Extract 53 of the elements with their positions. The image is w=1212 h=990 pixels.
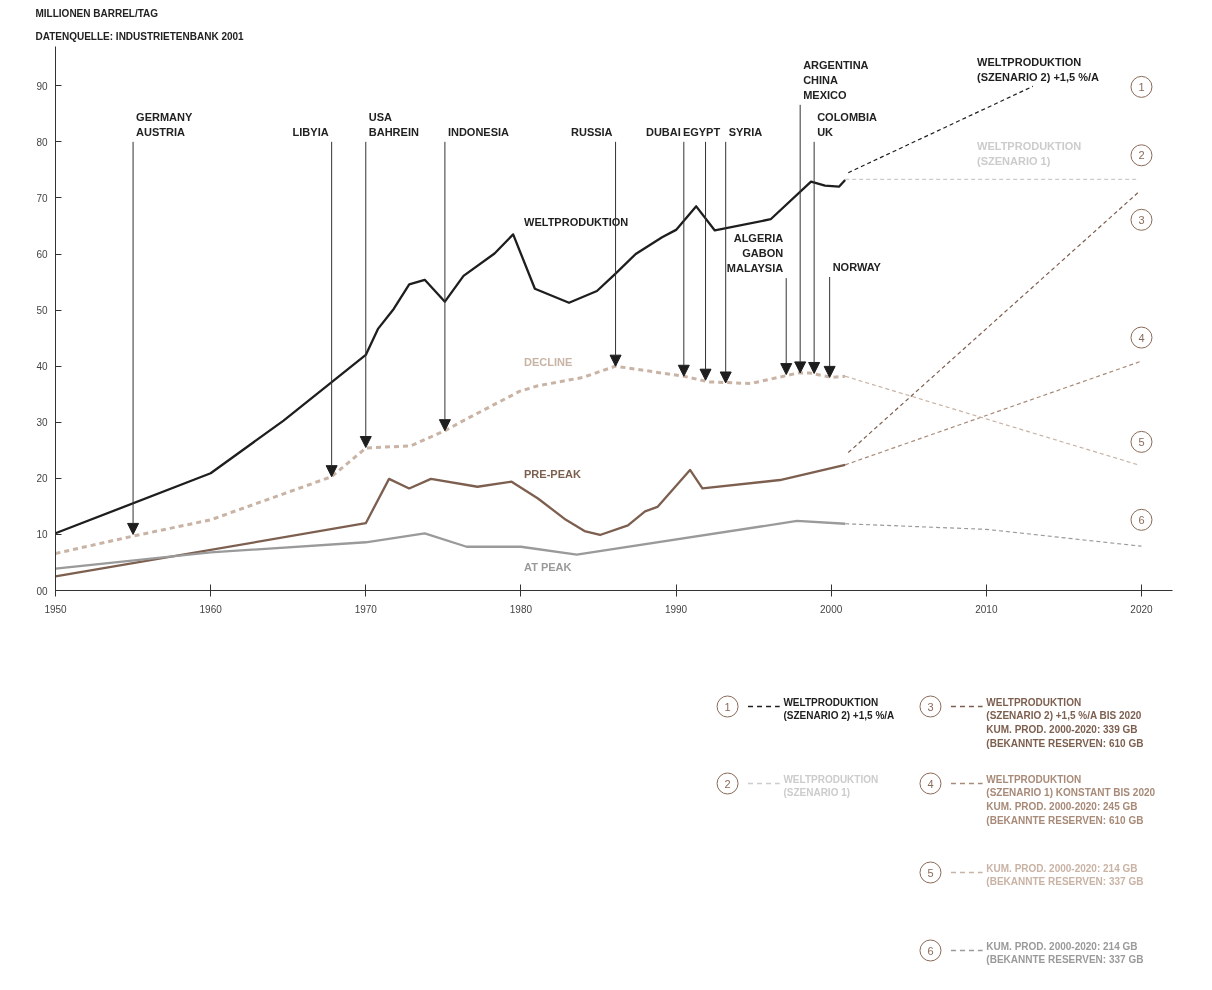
legend-label: WELTPRODUKTION (SZENARIO 1) KONSTANT BIS 2020 KUM. PROD. 2000-2020: 245 GB (BEKANNTE RESERVEN: 610 GB bbox=[986, 773, 1156, 826]
x-tick-label: 1990 bbox=[664, 603, 688, 615]
annotation: NORWAY bbox=[832, 261, 882, 273]
text: 5 bbox=[927, 866, 934, 879]
y-tick-label: 30 bbox=[36, 417, 48, 429]
x-tick-label: 2020 bbox=[1130, 603, 1154, 615]
annotation: DUBAI bbox=[645, 125, 681, 138]
text: 6 bbox=[927, 944, 934, 957]
legend-label: WELTPRODUKTION (SZENARIO 2) +1,5 %/A BIS 2020 KUM. PROD. 2000-2020: 339 GB (BEKANNTE RESERVEN: 610 GB bbox=[986, 696, 1144, 749]
y-tick-label: 20 bbox=[36, 473, 48, 485]
x-tick-label: 2010 bbox=[975, 603, 998, 615]
annotation: 1 bbox=[1138, 80, 1145, 93]
text: 4 bbox=[927, 777, 934, 790]
x-tick-label: 1970 bbox=[354, 603, 378, 615]
legend-label: WELTPRODUKTION (SZENARIO 2) +1,5 %/A bbox=[783, 696, 895, 722]
text: DATENQUELLE: INDUSTRIETENBANK 2001 bbox=[35, 30, 245, 42]
y-tick-label: 60 bbox=[36, 249, 48, 261]
text: 1 bbox=[724, 700, 731, 713]
annotation: RUSSIA bbox=[570, 125, 613, 138]
annotation: LIBYIA bbox=[292, 125, 329, 138]
annotation: SYRIA bbox=[728, 125, 763, 138]
annotation: USA BAHREIN bbox=[368, 110, 419, 138]
y-tick-label: 80 bbox=[36, 136, 48, 148]
series-label: AT PEAK bbox=[524, 560, 572, 573]
x-tick-label: 1960 bbox=[199, 603, 223, 615]
annotation: 2 bbox=[1138, 149, 1145, 162]
y-tick-label: 50 bbox=[36, 305, 48, 317]
y-tick-label: 00 bbox=[36, 585, 48, 597]
annotation: COLOMBIA UK bbox=[817, 110, 878, 138]
annotation: 3 bbox=[1138, 213, 1145, 226]
annotation: 6 bbox=[1138, 513, 1145, 526]
legend-label: KUM. PROD. 2000-2020: 214 GB (BEKANNTE RESERVEN: 337 GB bbox=[986, 862, 1144, 888]
series-label: DECLINE bbox=[524, 356, 573, 369]
x-tick-label: 1980 bbox=[509, 603, 533, 615]
annotation: 5 bbox=[1138, 435, 1145, 448]
y-axis-title: MILLIONEN BARREL/TAG bbox=[35, 7, 159, 19]
text: 2 bbox=[724, 777, 731, 790]
x-tick-label: 2000 bbox=[820, 603, 843, 615]
y-tick-label: 40 bbox=[36, 361, 48, 373]
annotation: EGYPT bbox=[682, 125, 721, 138]
y-tick-label: 70 bbox=[36, 192, 48, 204]
annotation: WELTPRODUKTION (SZENARIO 2) +1,5 %/A bbox=[977, 55, 1100, 83]
annotation: INDONESIA bbox=[447, 125, 510, 138]
annotation: ARGENTINA CHINA MEXICO bbox=[803, 58, 869, 101]
x-tick-label: 1950 bbox=[44, 603, 68, 615]
text: 3 bbox=[927, 700, 934, 713]
series-label: PRE-PEAK bbox=[524, 467, 581, 480]
annotation: GERMANY AUSTRIA bbox=[136, 110, 193, 138]
y-tick-label: 90 bbox=[36, 80, 48, 92]
annotation: 4 bbox=[1138, 331, 1145, 344]
legend-label: KUM. PROD. 2000-2020: 214 GB (BEKANNTE RESERVEN: 337 GB bbox=[986, 940, 1144, 966]
y-tick-label: 10 bbox=[36, 529, 48, 541]
annotation: ALGERIA GABON MALAYSIA bbox=[726, 232, 784, 275]
